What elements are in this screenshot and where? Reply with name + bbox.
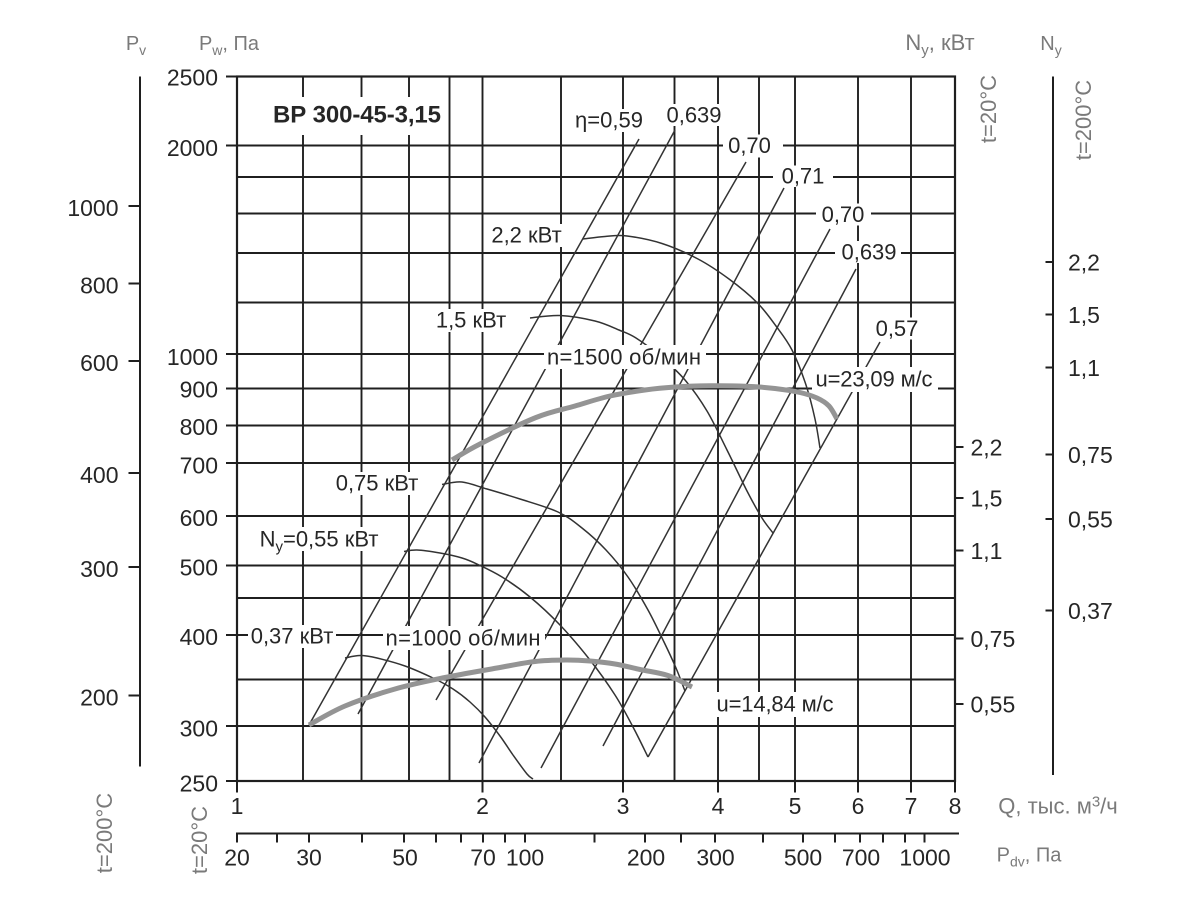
- svg-text:Q, тыс. м3/ч: Q, тыс. м3/ч: [998, 794, 1118, 819]
- svg-text:2,2: 2,2: [971, 435, 1003, 461]
- svg-text:0,57: 0,57: [876, 316, 919, 341]
- svg-text:4: 4: [712, 793, 725, 819]
- svg-text:30: 30: [296, 845, 322, 871]
- svg-text:n=1500 об/мин: n=1500 об/мин: [547, 345, 701, 370]
- svg-text:1,1: 1,1: [1068, 355, 1100, 381]
- svg-text:0,70: 0,70: [822, 202, 865, 227]
- svg-text:Pw, Па: Pw, Па: [199, 33, 260, 58]
- svg-text:Ny=0,55 кВт: Ny=0,55 кВт: [260, 527, 379, 556]
- svg-text:2000: 2000: [167, 135, 218, 161]
- svg-text:500: 500: [784, 845, 822, 871]
- svg-text:800: 800: [180, 414, 218, 440]
- svg-text:70: 70: [470, 845, 496, 871]
- svg-text:300: 300: [180, 716, 218, 742]
- svg-text:η=0,59: η=0,59: [575, 108, 643, 133]
- svg-text:400: 400: [80, 462, 118, 488]
- svg-text:ВР 300-45-3,15: ВР 300-45-3,15: [273, 102, 441, 129]
- svg-text:Pdv, Па: Pdv, Па: [997, 845, 1063, 870]
- svg-text:1000: 1000: [899, 845, 950, 871]
- svg-text:u=23,09 м/с: u=23,09 м/с: [816, 367, 933, 392]
- svg-text:6: 6: [852, 793, 865, 819]
- svg-text:900: 900: [180, 377, 218, 403]
- svg-text:1,5: 1,5: [971, 486, 1003, 512]
- svg-text:0,75: 0,75: [971, 626, 1016, 652]
- svg-text:t=200°C: t=200°C: [92, 793, 117, 873]
- svg-text:t=20°C: t=20°C: [187, 806, 212, 874]
- svg-text:800: 800: [80, 273, 118, 299]
- svg-text:3: 3: [617, 793, 630, 819]
- svg-text:700: 700: [180, 453, 218, 479]
- svg-text:n=1000 об/мин: n=1000 об/мин: [386, 626, 541, 651]
- svg-text:200: 200: [627, 845, 665, 871]
- svg-text:2,2: 2,2: [1068, 250, 1100, 276]
- svg-text:500: 500: [180, 555, 218, 581]
- svg-text:0,71: 0,71: [782, 164, 825, 189]
- svg-text:1,5 кВт: 1,5 кВт: [436, 308, 506, 333]
- svg-text:1000: 1000: [167, 344, 218, 370]
- svg-text:1: 1: [231, 793, 244, 819]
- svg-text:0,75 кВт: 0,75 кВт: [336, 471, 419, 496]
- svg-text:0,55: 0,55: [1068, 507, 1113, 533]
- svg-text:0,55: 0,55: [971, 692, 1016, 718]
- svg-text:50: 50: [392, 845, 418, 871]
- svg-text:100: 100: [506, 845, 544, 871]
- svg-text:1,5: 1,5: [1068, 302, 1100, 328]
- svg-text:2: 2: [476, 793, 489, 819]
- svg-text:200: 200: [80, 685, 118, 711]
- svg-text:u=14,84 м/с: u=14,84 м/с: [717, 692, 834, 717]
- svg-text:1000: 1000: [67, 195, 118, 221]
- svg-text:t=20°C: t=20°C: [976, 75, 1001, 143]
- svg-text:600: 600: [180, 505, 218, 531]
- svg-text:0,639: 0,639: [841, 240, 896, 265]
- svg-text:1,1: 1,1: [971, 538, 1003, 564]
- svg-text:7: 7: [905, 793, 918, 819]
- svg-text:250: 250: [180, 771, 218, 797]
- svg-text:0,37 кВт: 0,37 кВт: [251, 624, 334, 649]
- svg-text:8: 8: [949, 793, 962, 819]
- svg-text:0,639: 0,639: [666, 103, 721, 128]
- svg-text:Ny, кВт: Ny, кВт: [905, 30, 974, 59]
- svg-text:0,75: 0,75: [1068, 442, 1113, 468]
- svg-text:600: 600: [80, 350, 118, 376]
- svg-text:20: 20: [224, 845, 250, 871]
- svg-text:300: 300: [80, 556, 118, 582]
- svg-text:300: 300: [696, 845, 734, 871]
- svg-text:t=200°C: t=200°C: [1071, 80, 1096, 160]
- svg-text:400: 400: [180, 624, 218, 650]
- svg-text:700: 700: [842, 845, 880, 871]
- svg-text:2500: 2500: [167, 65, 218, 91]
- svg-text:5: 5: [789, 793, 802, 819]
- svg-text:2,2 кВт: 2,2 кВт: [491, 223, 561, 248]
- svg-text:0,70: 0,70: [728, 133, 771, 158]
- svg-text:0,37: 0,37: [1068, 598, 1113, 624]
